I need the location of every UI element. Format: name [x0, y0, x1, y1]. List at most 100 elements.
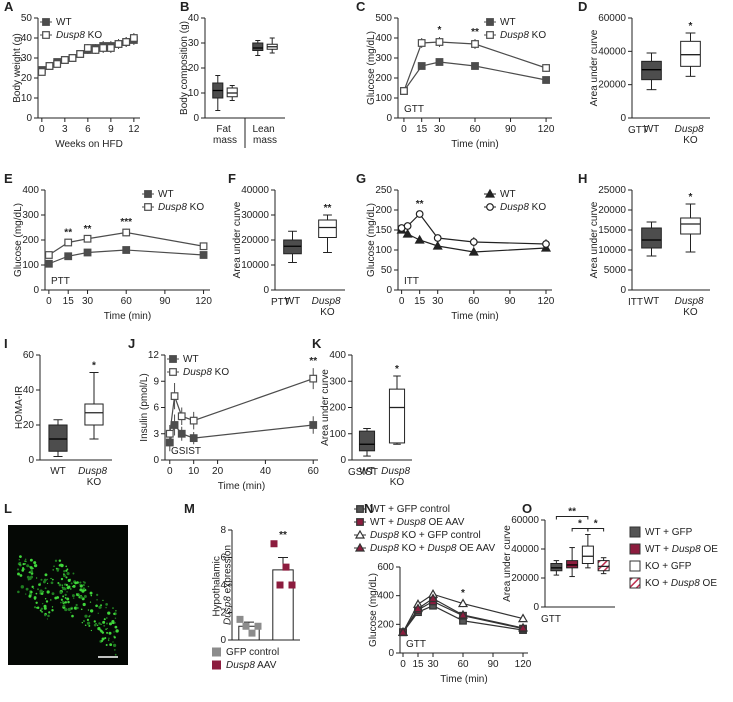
fluorescent-cell	[46, 618, 49, 620]
fluorescent-cell	[35, 592, 38, 595]
x-tick-label: Dusp8 KO	[381, 466, 413, 488]
marker	[517, 613, 529, 623]
fluorescent-cell	[72, 572, 75, 575]
y-axis-label: Glucose (mg/dL)	[368, 573, 379, 647]
y-tick-label: 30	[21, 53, 33, 64]
panel-letter: L	[4, 501, 12, 516]
x-tick-label: WT	[644, 124, 660, 135]
legend-label: WT	[500, 189, 516, 200]
annotation: **	[471, 27, 479, 38]
box	[252, 42, 264, 51]
x-tick-label: 15	[416, 124, 428, 135]
fluorescent-cell	[93, 623, 97, 627]
fluorescent-cell	[100, 623, 102, 625]
x-tick-label: 0	[46, 296, 52, 307]
fluorescent-cell	[64, 597, 67, 599]
fluorescent-cell	[26, 564, 30, 568]
y-axis-label: Glucose (mg/dL)	[13, 203, 24, 277]
panel-letter: E	[4, 171, 13, 186]
fluorescent-cell	[108, 637, 110, 639]
marker	[91, 46, 100, 54]
fluorescent-cell	[105, 617, 108, 619]
annotation: *	[594, 518, 598, 529]
marker	[45, 62, 54, 70]
fluorescent-cell	[25, 587, 29, 591]
x-axis-label: Time (min)	[451, 311, 498, 322]
fluorescent-cell	[51, 578, 54, 581]
legend-marker	[169, 368, 177, 376]
fluorescent-cell	[59, 591, 63, 595]
fluorescent-cell	[112, 643, 117, 648]
fluorescent-cell	[90, 629, 93, 632]
fluorescent-cell	[88, 616, 90, 618]
x-tick-label: 60	[308, 466, 320, 477]
x-tick-label: WT	[359, 466, 375, 477]
fluorescent-cell	[27, 578, 30, 581]
x-tick-label: 90	[504, 296, 516, 307]
marker	[309, 421, 318, 429]
y-axis-label: Hypothalamic Dusp8 expression	[211, 545, 233, 625]
marker	[400, 87, 408, 95]
fluorescent-cell	[105, 643, 108, 646]
y-tick-label: 300	[375, 53, 392, 64]
x-tick-label: 120	[538, 296, 555, 307]
x-tick-label: 120	[538, 124, 555, 135]
box	[358, 430, 376, 452]
fluorescent-cell	[105, 622, 108, 625]
fluorescent-cell	[66, 597, 70, 601]
x-tick-label: 90	[505, 124, 517, 135]
panel-letter: C	[356, 0, 366, 14]
x-tick-label: 6	[85, 124, 91, 135]
fluorescent-cell	[41, 610, 43, 613]
panel-letter: J	[128, 336, 135, 351]
fluorescent-cell	[44, 597, 47, 600]
fluorescent-cell	[90, 594, 93, 597]
fluorescent-cell	[45, 600, 49, 603]
y-tick-label: 40000	[241, 185, 269, 196]
marker	[60, 56, 69, 64]
legend-marker	[169, 355, 177, 363]
box	[566, 560, 579, 569]
legend-swatch	[629, 577, 641, 589]
marker	[414, 234, 425, 244]
legend-label: WT + Dusp8 OE	[645, 544, 718, 555]
y-tick-label: 2	[220, 607, 226, 618]
fluorescent-cell	[25, 560, 27, 563]
panel-note: PTT	[271, 297, 290, 308]
marker	[412, 603, 424, 613]
fluorescent-cell	[86, 621, 91, 625]
x-tick-label: 60	[121, 296, 133, 307]
marker	[402, 228, 413, 238]
micrograph	[8, 525, 128, 665]
fluorescent-cell	[66, 591, 68, 593]
y-axis-label: Area under curve	[232, 201, 243, 278]
marker	[415, 210, 424, 218]
legend-swatch	[629, 526, 641, 538]
y-tick-label: 200	[375, 73, 392, 84]
legend-marker	[484, 188, 496, 198]
fluorescent-cell	[17, 572, 20, 576]
y-tick-label: 0	[263, 285, 269, 296]
fluorescent-cell	[109, 643, 113, 647]
fluorescent-cell	[70, 611, 72, 614]
fluorescent-cell	[63, 583, 66, 586]
fluorescent-cell	[112, 607, 114, 610]
annotation: *	[689, 192, 693, 203]
fluorescent-cell	[52, 569, 54, 571]
marker	[457, 598, 469, 608]
y-tick-label: 0	[193, 113, 199, 124]
fluorescent-cell	[29, 566, 33, 569]
fluorescent-cell	[67, 585, 71, 589]
x-tick-label: WT	[285, 296, 301, 307]
x-tick-label: 30	[82, 296, 94, 307]
fluorescent-cell	[103, 624, 106, 627]
marker	[471, 40, 479, 48]
fluorescent-cell	[64, 607, 68, 612]
box	[680, 217, 701, 235]
fluorescent-cell	[97, 626, 101, 631]
fluorescent-cell	[101, 637, 105, 641]
fluorescent-cell	[96, 593, 99, 596]
panel-letter: N	[364, 501, 373, 516]
fluorescent-cell	[81, 589, 85, 593]
annotation: *	[461, 588, 465, 599]
